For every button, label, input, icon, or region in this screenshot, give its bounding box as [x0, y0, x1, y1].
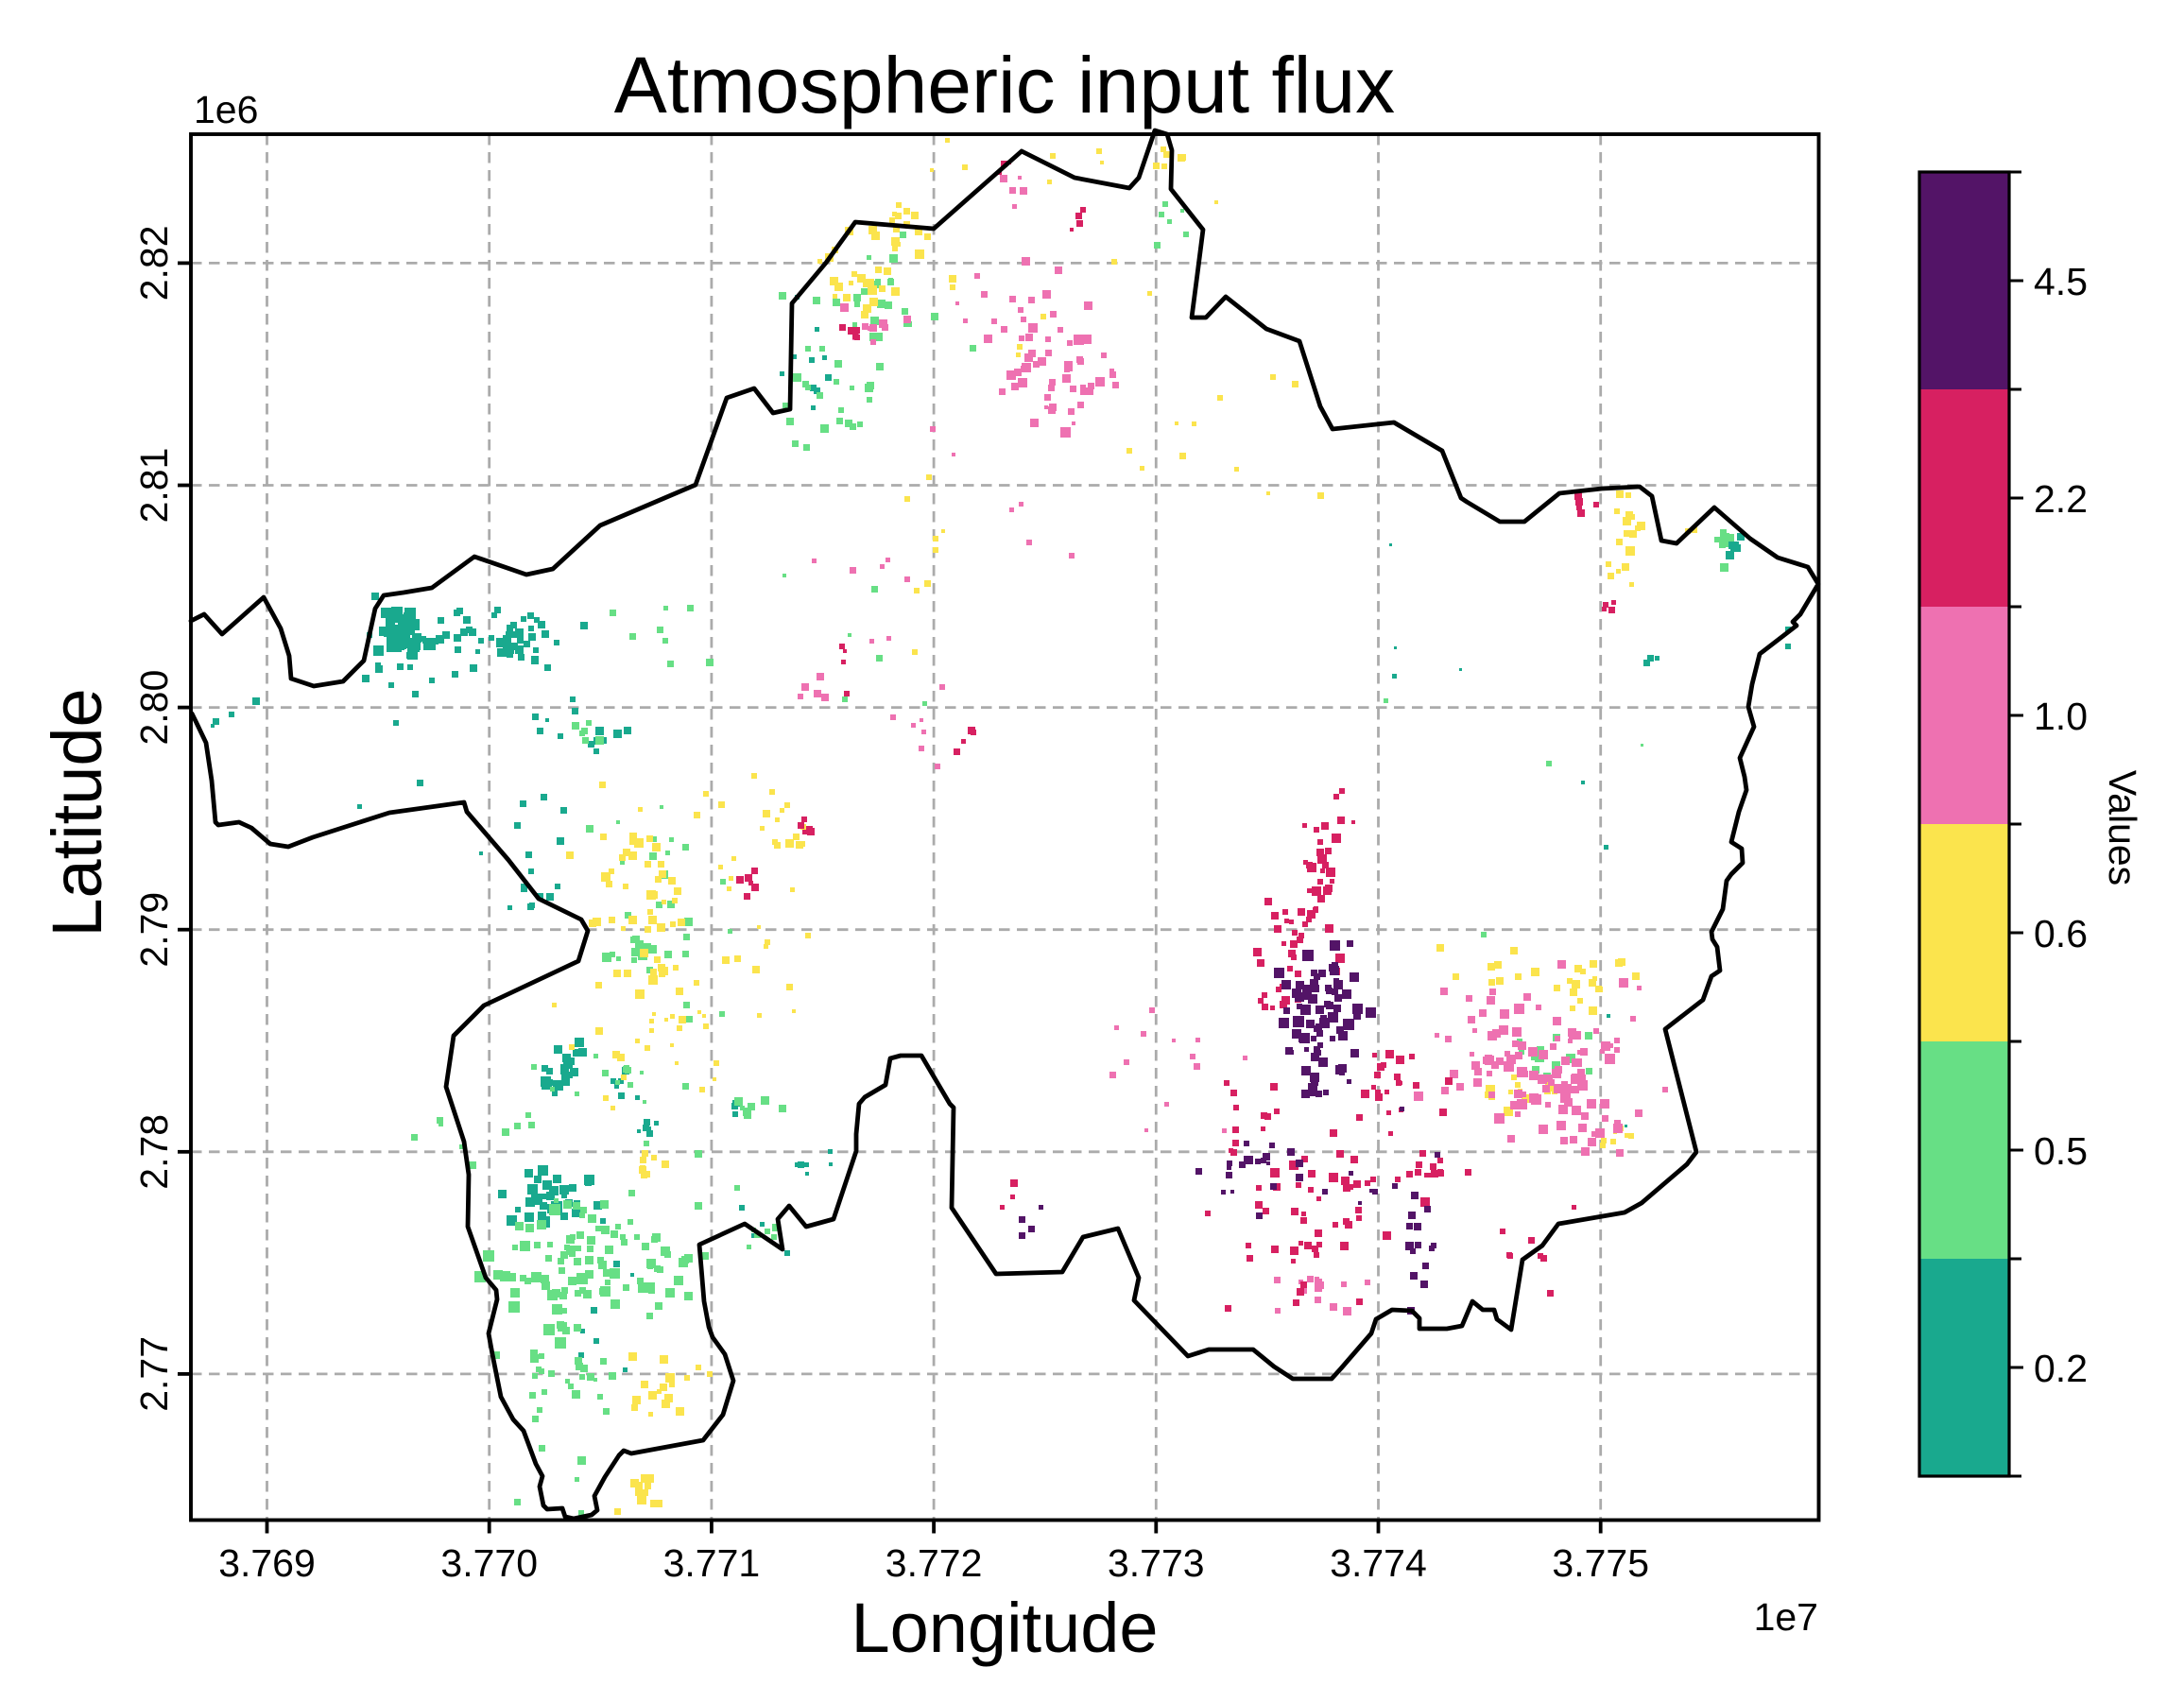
svg-text:2.79: 2.79 — [132, 892, 176, 968]
svg-text:3.770: 3.770 — [440, 1541, 538, 1585]
svg-text:3.772: 3.772 — [886, 1541, 983, 1585]
svg-text:2.82: 2.82 — [132, 225, 176, 301]
svg-text:3.774: 3.774 — [1330, 1541, 1427, 1585]
svg-text:1e7: 1e7 — [1754, 1595, 1818, 1639]
svg-text:3.775: 3.775 — [1552, 1541, 1649, 1585]
svg-text:2.2: 2.2 — [2034, 477, 2088, 521]
svg-text:0.2: 0.2 — [2034, 1347, 2088, 1390]
svg-text:0.5: 0.5 — [2034, 1129, 2088, 1173]
svg-text:1e6: 1e6 — [194, 88, 258, 131]
svg-text:2.77: 2.77 — [132, 1336, 176, 1412]
svg-text:0.6: 0.6 — [2034, 912, 2088, 955]
svg-text:Values: Values — [2101, 770, 2144, 885]
svg-text:4.5: 4.5 — [2034, 260, 2088, 303]
svg-text:2.81: 2.81 — [132, 448, 176, 524]
svg-text:Latitude: Latitude — [38, 688, 116, 937]
svg-text:Atmospheric input flux: Atmospheric input flux — [614, 41, 1395, 129]
svg-text:3.771: 3.771 — [663, 1541, 761, 1585]
svg-text:2.78: 2.78 — [132, 1114, 176, 1190]
svg-text:2.80: 2.80 — [132, 670, 176, 746]
svg-text:1.0: 1.0 — [2034, 695, 2088, 738]
svg-text:3.773: 3.773 — [1108, 1541, 1205, 1585]
svg-text:Longitude: Longitude — [851, 1589, 1158, 1667]
svg-text:3.769: 3.769 — [218, 1541, 316, 1585]
